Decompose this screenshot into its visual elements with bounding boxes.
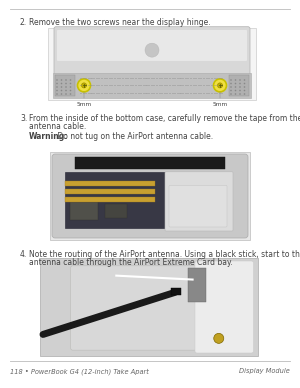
Circle shape	[70, 93, 71, 95]
Circle shape	[239, 83, 241, 84]
FancyBboxPatch shape	[165, 172, 233, 231]
Bar	[70, 202, 98, 220]
Text: Display Module: Display Module	[239, 368, 290, 374]
Bar	[53, 73, 251, 98]
Circle shape	[65, 83, 67, 84]
Text: 5mm: 5mm	[76, 102, 92, 107]
Circle shape	[145, 43, 159, 57]
Circle shape	[214, 79, 226, 92]
FancyBboxPatch shape	[169, 185, 227, 227]
Circle shape	[239, 79, 241, 81]
Circle shape	[244, 86, 245, 88]
Circle shape	[65, 79, 67, 81]
Circle shape	[239, 93, 241, 95]
Circle shape	[61, 79, 62, 81]
Circle shape	[218, 83, 223, 88]
Circle shape	[65, 90, 67, 91]
Circle shape	[244, 90, 245, 91]
Text: Do not tug on the AirPort antenna cable.: Do not tug on the AirPort antenna cable.	[55, 132, 213, 141]
Text: 118 • PowerBook G4 (12-inch) Take Apart: 118 • PowerBook G4 (12-inch) Take Apart	[10, 368, 149, 374]
Circle shape	[230, 90, 232, 91]
Circle shape	[77, 79, 91, 92]
Circle shape	[56, 79, 58, 81]
Circle shape	[239, 90, 241, 91]
Text: antenna cable through the AirPort Extreme Card bay.: antenna cable through the AirPort Extrem…	[29, 258, 233, 267]
Circle shape	[65, 86, 67, 88]
Circle shape	[244, 93, 245, 95]
Circle shape	[235, 93, 236, 95]
Circle shape	[235, 79, 236, 81]
Bar	[65, 189, 155, 194]
Text: antenna cable.: antenna cable.	[29, 122, 86, 131]
Text: From the inside of the bottom case, carefully remove the tape from the AirPort: From the inside of the bottom case, care…	[29, 114, 300, 123]
Circle shape	[56, 83, 58, 84]
Circle shape	[235, 86, 236, 88]
Circle shape	[230, 86, 232, 88]
FancyBboxPatch shape	[54, 27, 250, 75]
Text: 5mm: 5mm	[212, 102, 228, 107]
Bar	[48, 28, 256, 100]
Text: 4.: 4.	[20, 250, 27, 259]
Text: Note the routing of the AirPort antenna. Using a black stick, start to thread th: Note the routing of the AirPort antenna.…	[29, 250, 300, 259]
Circle shape	[230, 79, 232, 81]
Bar	[55, 75, 75, 96]
Bar	[50, 152, 250, 240]
FancyBboxPatch shape	[195, 261, 254, 353]
Text: Warning:: Warning:	[29, 132, 68, 141]
Circle shape	[56, 86, 58, 88]
Circle shape	[244, 83, 245, 84]
Bar	[171, 288, 181, 295]
Circle shape	[61, 83, 62, 84]
Circle shape	[61, 93, 62, 95]
Circle shape	[244, 79, 245, 81]
FancyBboxPatch shape	[57, 30, 247, 61]
FancyBboxPatch shape	[71, 266, 227, 350]
Circle shape	[82, 83, 86, 88]
Circle shape	[230, 83, 232, 84]
Bar	[188, 268, 206, 302]
Circle shape	[235, 90, 236, 91]
Circle shape	[61, 86, 62, 88]
Bar	[229, 75, 249, 96]
Circle shape	[214, 333, 224, 343]
Bar	[65, 172, 169, 228]
Circle shape	[235, 83, 236, 84]
Circle shape	[65, 93, 67, 95]
Circle shape	[61, 90, 62, 91]
Bar	[75, 157, 225, 169]
Circle shape	[70, 90, 71, 91]
FancyBboxPatch shape	[52, 154, 248, 238]
Bar	[40, 258, 258, 356]
Bar	[105, 204, 127, 218]
Circle shape	[239, 86, 241, 88]
Circle shape	[56, 90, 58, 91]
Circle shape	[230, 93, 232, 95]
Circle shape	[70, 79, 71, 81]
Circle shape	[70, 83, 71, 84]
Bar	[65, 197, 155, 202]
Text: 3.: 3.	[20, 114, 27, 123]
Text: Remove the two screws near the display hinge.: Remove the two screws near the display h…	[29, 18, 211, 27]
Circle shape	[70, 86, 71, 88]
Bar	[65, 181, 155, 186]
Text: 2.: 2.	[20, 18, 27, 27]
Circle shape	[56, 93, 58, 95]
